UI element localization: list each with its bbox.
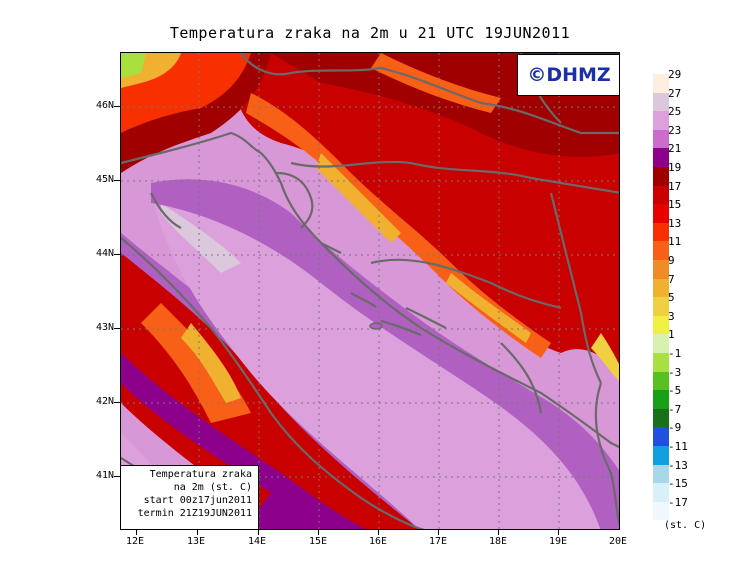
lon-tick [378, 530, 379, 535]
legend-label: -3 [668, 365, 682, 379]
legend-swatch [653, 167, 669, 186]
legend-label: 1 [668, 328, 675, 342]
legend-label: 21 [668, 142, 682, 156]
lat-label-41n: 41N [95, 470, 114, 481]
info-line-title: Temperatura zraka [149, 469, 252, 480]
legend-label: -11 [668, 440, 688, 453]
legend-label: -13 [668, 458, 688, 472]
legend-swatch [653, 204, 669, 223]
temperature-map: ©DHMZ Temperatura zraka na 2m (st. C) st… [120, 52, 620, 530]
temperature-field [121, 53, 619, 529]
lat-tick [114, 106, 120, 107]
legend-label: 29 [668, 68, 682, 81]
legend-swatch [653, 148, 669, 167]
legend-label: 9 [668, 254, 675, 267]
legend-label: 17 [668, 179, 682, 193]
lat-label-42n: 42N [95, 396, 114, 407]
lon-label-20e: 20E [608, 536, 628, 547]
legend-swatch [653, 92, 669, 112]
legend-label: 3 [668, 309, 675, 323]
lat-tick [114, 402, 120, 403]
legend-label: 25 [668, 105, 682, 119]
lon-tick [136, 530, 137, 535]
lon-tick [438, 530, 439, 535]
lat-tick [114, 328, 120, 329]
lon-tick [258, 530, 259, 535]
legend-label: -9 [668, 421, 682, 435]
lon-label-18e: 18E [488, 536, 508, 547]
legend-swatch [653, 501, 669, 521]
lon-label-15e: 15E [308, 536, 328, 547]
legend-swatch [653, 353, 669, 372]
lat-label-45n: 45N [95, 174, 114, 185]
legend-swatch [653, 241, 669, 260]
legend-swatch [653, 185, 669, 205]
legend-label: 5 [668, 291, 675, 305]
lat-label-44n: 44N [95, 248, 114, 259]
legend-swatch [653, 278, 669, 298]
lat-label-46n: 46N [95, 100, 114, 111]
legend-swatch [653, 315, 669, 335]
legend-swatch [653, 222, 669, 242]
map-title: Temperatura zraka na 2m u 21 UTC 19JUN20… [169, 24, 571, 42]
legend-swatch [653, 427, 669, 446]
lon-label-14e: 14E [247, 536, 267, 547]
lon-label-12e: 12E [125, 536, 145, 547]
legend-label: 27 [668, 86, 682, 100]
lon-label-17e: 17E [428, 536, 448, 547]
legend-label: -7 [668, 402, 682, 416]
legend-label: -5 [668, 384, 682, 398]
legend-swatch [653, 371, 669, 391]
legend-label: -17 [668, 495, 688, 509]
info-line-termin: termin 21Z19JUN2011 [137, 508, 252, 519]
legend-swatch [653, 408, 669, 428]
lon-label-13e: 13E [186, 536, 206, 547]
lat-tick [114, 180, 120, 181]
lat-tick [114, 476, 120, 477]
legend-swatch [653, 111, 669, 130]
legend-label: 7 [668, 272, 675, 286]
legend-label: -15 [668, 477, 688, 491]
lon-label-16e: 16E [368, 536, 388, 547]
lat-tick [114, 254, 120, 255]
legend-label: 23 [668, 123, 682, 137]
legend-swatch [653, 464, 669, 484]
legend-swatch [653, 334, 669, 353]
lon-tick [558, 530, 559, 535]
legend-label: -1 [668, 347, 682, 360]
info-line-units: na 2m (st. C) [173, 482, 252, 493]
legend-swatch [653, 446, 669, 465]
info-line-start: start 00z17jun2011 [143, 495, 252, 506]
lon-tick [318, 530, 319, 535]
legend-swatch [653, 129, 669, 149]
legend-swatch [653, 297, 669, 316]
legend-label: 11 [668, 235, 682, 249]
dhmz-logo: ©DHMZ [517, 54, 619, 96]
legend-label: 15 [668, 198, 682, 212]
lon-tick [498, 530, 499, 535]
lon-tick [197, 530, 198, 535]
legend-label: 19 [668, 161, 682, 174]
legend-swatch [653, 260, 669, 279]
legend-swatch [653, 390, 669, 409]
info-box: Temperatura zraka na 2m (st. C) start 00… [121, 465, 259, 529]
lon-label-19e: 19E [548, 536, 568, 547]
legend-unit: (st. C) [664, 520, 707, 531]
legend-swatch [653, 483, 669, 502]
lat-label-43n: 43N [95, 322, 114, 333]
legend-swatch [653, 74, 669, 93]
legend-label: 13 [668, 216, 682, 230]
